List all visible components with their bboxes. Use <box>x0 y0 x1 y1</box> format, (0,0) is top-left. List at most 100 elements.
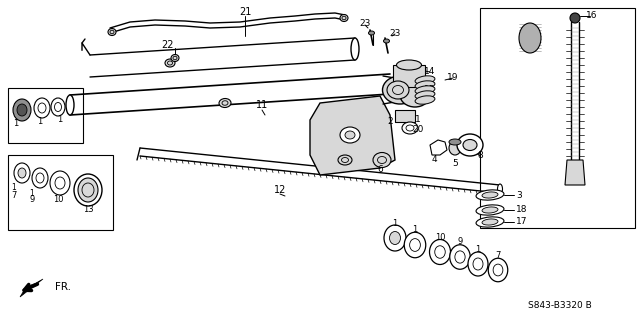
Polygon shape <box>310 96 395 175</box>
Text: 18: 18 <box>516 205 527 215</box>
Text: 15: 15 <box>424 86 436 94</box>
Text: 13: 13 <box>83 205 93 215</box>
Text: 9: 9 <box>458 238 463 246</box>
Ellipse shape <box>450 245 470 269</box>
Text: 1: 1 <box>29 189 35 198</box>
Text: 4: 4 <box>431 155 437 165</box>
Ellipse shape <box>338 155 352 165</box>
Text: 1: 1 <box>392 218 397 228</box>
Bar <box>393 65 425 87</box>
Ellipse shape <box>384 225 406 251</box>
Ellipse shape <box>165 59 175 67</box>
Text: 22: 22 <box>162 40 174 50</box>
Ellipse shape <box>449 139 461 145</box>
Ellipse shape <box>14 163 30 183</box>
Text: 1: 1 <box>412 226 418 234</box>
Ellipse shape <box>32 168 48 188</box>
Ellipse shape <box>351 38 359 60</box>
Ellipse shape <box>435 246 445 258</box>
Ellipse shape <box>13 99 31 121</box>
Text: 19: 19 <box>447 74 459 82</box>
Ellipse shape <box>415 96 435 104</box>
Ellipse shape <box>219 99 231 107</box>
Text: 2: 2 <box>387 118 393 126</box>
Ellipse shape <box>497 184 502 194</box>
Ellipse shape <box>493 264 503 276</box>
Ellipse shape <box>66 95 74 115</box>
Text: 7: 7 <box>12 191 17 199</box>
Bar <box>8 155 113 230</box>
Text: 16: 16 <box>586 11 598 21</box>
Ellipse shape <box>519 23 541 53</box>
Ellipse shape <box>476 217 504 227</box>
Text: 3: 3 <box>516 191 522 199</box>
Ellipse shape <box>482 219 498 225</box>
Text: 20: 20 <box>412 125 424 135</box>
Text: 1: 1 <box>476 245 481 253</box>
Ellipse shape <box>74 174 102 206</box>
Text: 7: 7 <box>495 251 500 259</box>
Text: 8: 8 <box>477 151 483 161</box>
Polygon shape <box>565 160 585 185</box>
Ellipse shape <box>340 127 360 143</box>
Text: 17: 17 <box>516 217 527 227</box>
Circle shape <box>570 13 580 23</box>
Bar <box>8 88 83 143</box>
Ellipse shape <box>373 153 391 167</box>
Text: 21: 21 <box>239 7 251 17</box>
Text: S843-B3320 B: S843-B3320 B <box>528 301 592 309</box>
Ellipse shape <box>397 60 422 70</box>
Ellipse shape <box>171 54 179 62</box>
Ellipse shape <box>51 98 65 116</box>
Ellipse shape <box>390 232 401 245</box>
Ellipse shape <box>400 83 430 107</box>
Ellipse shape <box>476 205 504 215</box>
Text: 11: 11 <box>256 100 268 110</box>
Ellipse shape <box>404 232 426 258</box>
Ellipse shape <box>415 91 435 99</box>
Ellipse shape <box>415 86 435 94</box>
Text: 1: 1 <box>13 119 19 129</box>
Ellipse shape <box>34 98 50 118</box>
Ellipse shape <box>383 76 417 104</box>
Ellipse shape <box>482 192 498 198</box>
Ellipse shape <box>482 207 498 213</box>
Ellipse shape <box>463 139 477 150</box>
Ellipse shape <box>18 168 26 178</box>
Ellipse shape <box>457 134 483 156</box>
Text: FR.: FR. <box>55 282 71 292</box>
Ellipse shape <box>340 15 348 21</box>
Ellipse shape <box>429 240 451 264</box>
Ellipse shape <box>415 76 435 84</box>
Polygon shape <box>430 140 447 155</box>
Ellipse shape <box>383 39 390 43</box>
Ellipse shape <box>476 190 504 200</box>
Polygon shape <box>20 279 43 297</box>
Text: 23: 23 <box>359 20 371 28</box>
Text: 5: 5 <box>452 159 458 167</box>
Ellipse shape <box>108 28 116 35</box>
Text: 12: 12 <box>274 185 286 195</box>
Ellipse shape <box>387 81 409 99</box>
Bar <box>395 110 415 122</box>
Text: 9: 9 <box>29 196 35 204</box>
Ellipse shape <box>410 239 420 251</box>
Ellipse shape <box>415 81 435 89</box>
Text: 6: 6 <box>377 166 383 174</box>
Text: 1: 1 <box>12 184 17 192</box>
Text: 23: 23 <box>389 28 401 38</box>
Text: 1: 1 <box>37 118 43 126</box>
Ellipse shape <box>488 258 508 282</box>
Ellipse shape <box>468 252 488 276</box>
Ellipse shape <box>473 258 483 270</box>
Ellipse shape <box>50 171 70 195</box>
Ellipse shape <box>78 178 98 202</box>
Ellipse shape <box>369 31 374 35</box>
Text: 1: 1 <box>58 116 63 125</box>
Ellipse shape <box>449 141 461 155</box>
Ellipse shape <box>345 131 355 139</box>
Ellipse shape <box>17 104 27 116</box>
Text: 14: 14 <box>424 68 436 76</box>
Text: 1: 1 <box>415 116 421 125</box>
Ellipse shape <box>455 251 465 263</box>
